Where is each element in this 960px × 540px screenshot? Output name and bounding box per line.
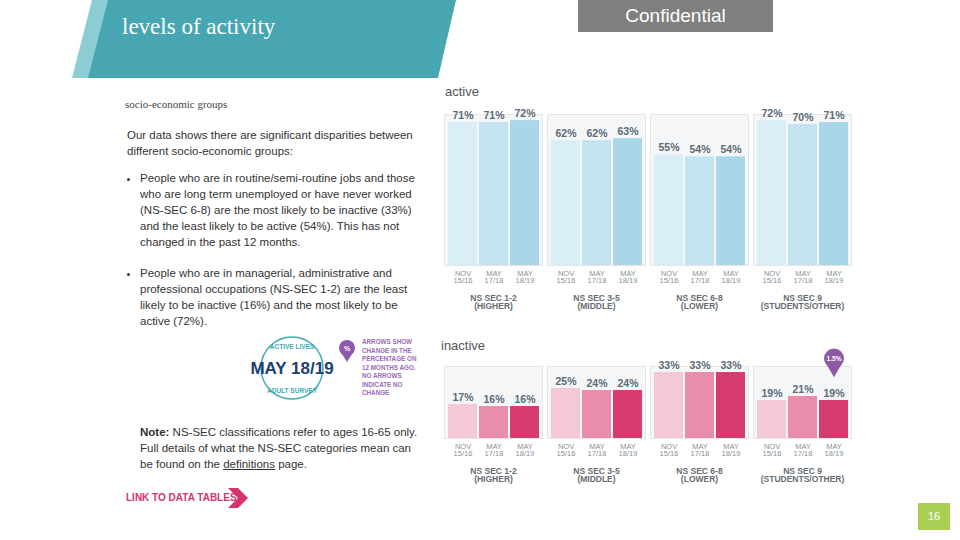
svg-text:12 MONTHS AGO.: 12 MONTHS AGO. [362, 364, 416, 371]
svg-text:NOV15/16: NOV15/16 [763, 442, 782, 459]
svg-text:MAY18/19: MAY18/19 [516, 442, 535, 459]
svg-text:25%: 25% [555, 375, 577, 387]
html-text:levels of activity: levels of activity [122, 14, 276, 39]
html-text:People who are in routine/semi: People who are in routine/semi-routine j… [140, 172, 415, 248]
svg-text:NS SEC 1-2(HIGHER): NS SEC 1-2(HIGHER) [470, 293, 517, 312]
svg-text:70%: 70% [792, 111, 814, 123]
svg-text:MAY18/19: MAY18/19 [722, 269, 741, 286]
html-text:active: active [445, 84, 479, 99]
svg-text:MAY18/19: MAY18/19 [619, 442, 638, 459]
svg-text:33%: 33% [658, 359, 680, 371]
svg-text:NOV15/16: NOV15/16 [660, 269, 679, 286]
svg-text:NOV15/16: NOV15/16 [557, 269, 576, 286]
svg-text:24%: 24% [586, 377, 608, 389]
svg-text:54%: 54% [720, 143, 742, 155]
svg-text:NS SEC 6-8(LOWER): NS SEC 6-8(LOWER) [676, 466, 723, 485]
svg-text:MAY17/18: MAY17/18 [691, 269, 710, 286]
svg-text:MAY17/18: MAY17/18 [588, 269, 607, 286]
html-text:16: 16 [927, 510, 941, 522]
svg-text:MAY18/19: MAY18/19 [825, 442, 844, 459]
svg-text:19%: 19% [761, 387, 783, 399]
html-text:Note: NS-SEC classifications r: Note: NS-SEC classifications refer to ag… [140, 426, 418, 470]
svg-text:INDICATE NO: INDICATE NO [362, 381, 403, 388]
svg-text:MAY17/18: MAY17/18 [691, 442, 710, 459]
svg-text:71%: 71% [483, 109, 505, 121]
svg-text:54%: 54% [689, 143, 711, 155]
svg-text:CHANGE: CHANGE [362, 389, 389, 396]
svg-text:63%: 63% [617, 125, 639, 137]
svg-text:NOV15/16: NOV15/16 [660, 442, 679, 459]
svg-text:NS SEC 9(STUDENTS/OTHER): NS SEC 9(STUDENTS/OTHER) [761, 466, 845, 485]
svg-text:NS SEC 9(STUDENTS/OTHER): NS SEC 9(STUDENTS/OTHER) [761, 293, 845, 312]
svg-text:ACTIVE LIVES: ACTIVE LIVES [270, 343, 315, 350]
svg-text:CHANGE IN THE: CHANGE IN THE [362, 347, 412, 354]
svg-text:NS SEC 3-5(MIDDLE): NS SEC 3-5(MIDDLE) [573, 466, 620, 485]
svg-text:%: % [344, 345, 351, 352]
html-text:inactive: inactive [441, 338, 486, 353]
html-text:Confidential: Confidential [625, 5, 726, 26]
svg-text:MAY18/19: MAY18/19 [619, 269, 638, 286]
svg-text:MAY18/19: MAY18/19 [516, 269, 535, 286]
svg-text:19%: 19% [823, 387, 845, 399]
svg-text:NO ARROWS: NO ARROWS [362, 372, 402, 379]
svg-text:24%: 24% [617, 377, 639, 389]
svg-text:62%: 62% [586, 127, 608, 139]
html-text:socio-economic groups: socio-economic groups [125, 98, 228, 110]
html-text:Our data shows there are signi: Our data shows there are significant dis… [127, 129, 413, 157]
svg-text:71%: 71% [452, 109, 474, 121]
svg-text:MAY18/19: MAY18/19 [722, 442, 741, 459]
svg-text:MAY17/18: MAY17/18 [794, 442, 813, 459]
svg-text:33%: 33% [720, 359, 742, 371]
svg-text:72%: 72% [514, 107, 536, 119]
svg-text:16%: 16% [483, 393, 505, 405]
svg-text:MAY 18/19: MAY 18/19 [250, 359, 333, 378]
svg-text:71%: 71% [823, 109, 845, 121]
svg-text:PERCENTAGE ON: PERCENTAGE ON [362, 355, 417, 362]
svg-text:33%: 33% [689, 359, 711, 371]
svg-text:62%: 62% [555, 127, 577, 139]
svg-text:NOV15/16: NOV15/16 [454, 269, 473, 286]
svg-text:NS SEC 3-5(MIDDLE): NS SEC 3-5(MIDDLE) [573, 293, 620, 312]
svg-text:16%: 16% [514, 393, 536, 405]
svg-text:17%: 17% [452, 391, 474, 403]
svg-text:1.5%: 1.5% [827, 355, 842, 362]
svg-text:MAY17/18: MAY17/18 [588, 442, 607, 459]
svg-text:NOV15/16: NOV15/16 [763, 269, 782, 286]
svg-text:ARROWS SHOW: ARROWS SHOW [362, 338, 412, 345]
html-text:LINK TO DATA TABLES: LINK TO DATA TABLES [126, 492, 237, 503]
svg-text:72%: 72% [761, 107, 783, 119]
svg-text:NOV15/16: NOV15/16 [454, 442, 473, 459]
svg-text:MAY18/19: MAY18/19 [825, 269, 844, 286]
svg-text:MAY17/18: MAY17/18 [485, 269, 504, 286]
svg-text:MAY17/18: MAY17/18 [485, 442, 504, 459]
svg-text:NOV15/16: NOV15/16 [557, 442, 576, 459]
svg-text:ADULT SURVEY: ADULT SURVEY [267, 387, 318, 394]
svg-text:55%: 55% [658, 141, 680, 153]
svg-text:MAY17/18: MAY17/18 [794, 269, 813, 286]
svg-text:NS SEC 1-2(HIGHER): NS SEC 1-2(HIGHER) [470, 466, 517, 485]
svg-text:NS SEC 6-8(LOWER): NS SEC 6-8(LOWER) [676, 293, 723, 312]
html-text:People who are in managerial,: People who are in managerial, administra… [140, 267, 408, 327]
svg-text:21%: 21% [792, 383, 814, 395]
